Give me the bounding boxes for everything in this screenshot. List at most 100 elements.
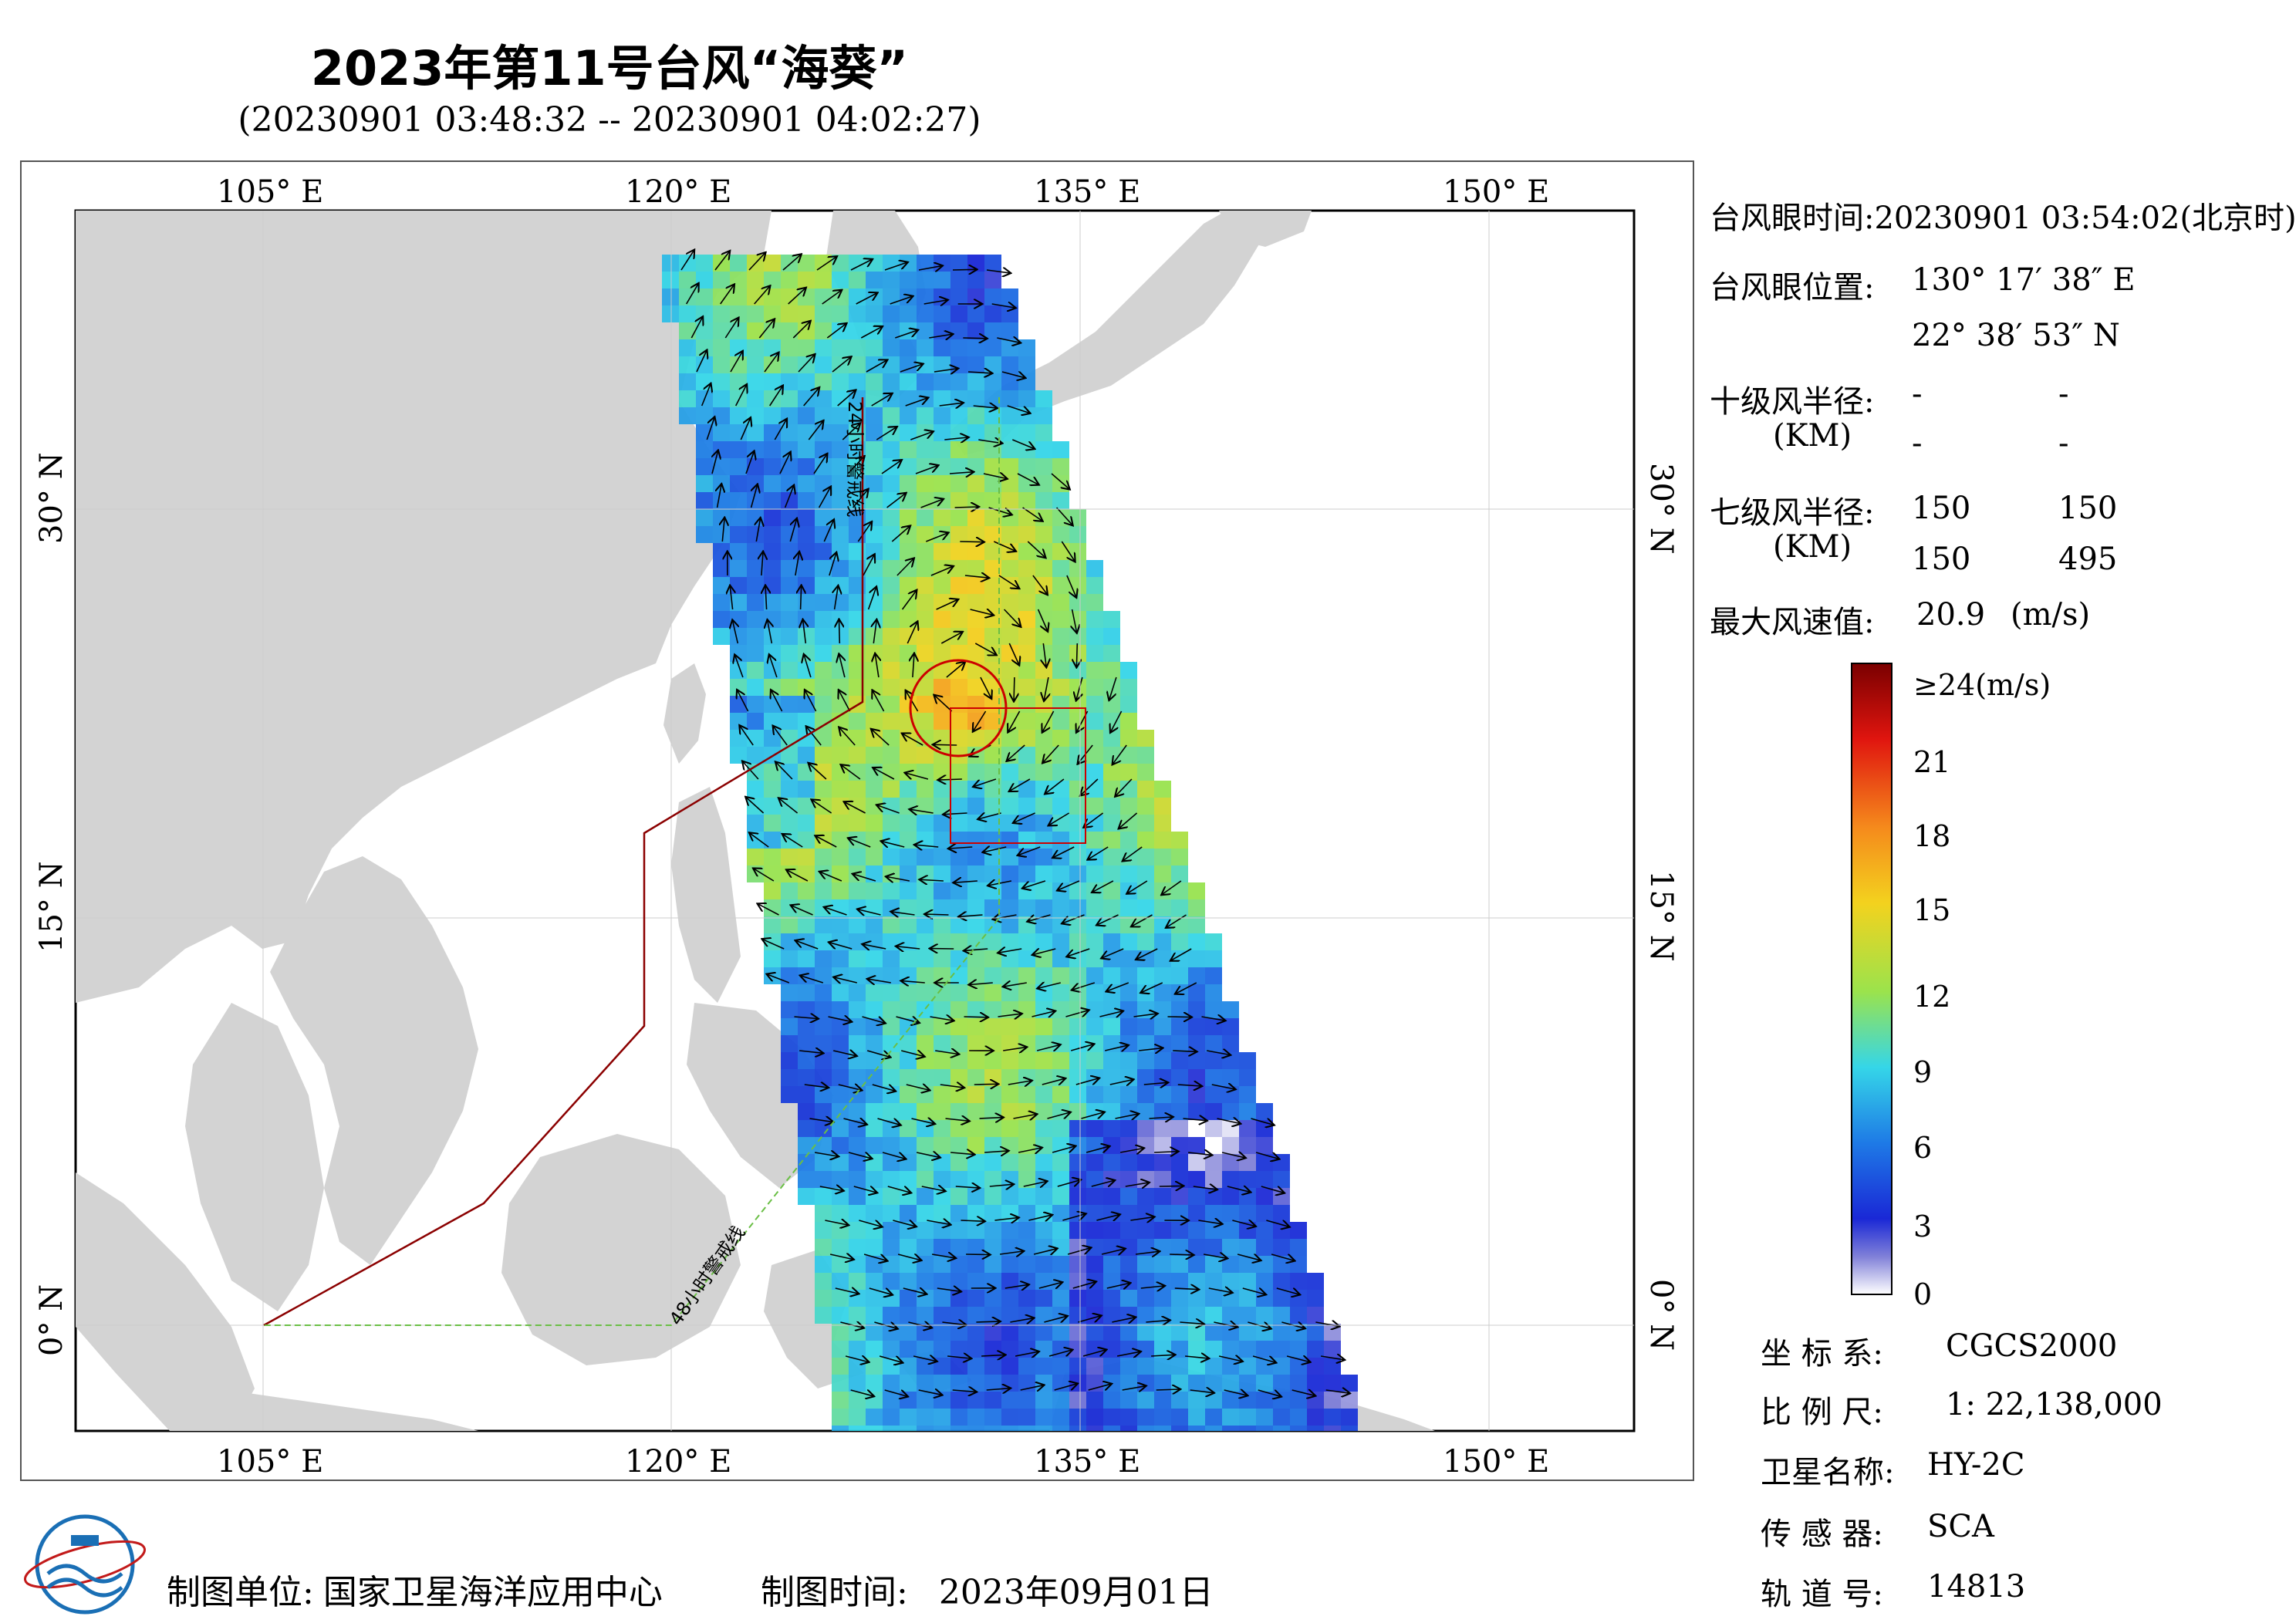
- wind-arrow: [1119, 812, 1138, 828]
- wind-arrow: [804, 1085, 828, 1088]
- wind-arrow: [1065, 1011, 1089, 1017]
- wind-arrow: [842, 765, 861, 780]
- eye-latitude: 22° 38′ 53″ N: [1912, 318, 2120, 353]
- wind-arrow: [788, 288, 805, 305]
- wind-arrow: [863, 555, 874, 576]
- wind-arrow: [1255, 1152, 1278, 1159]
- colorbar-label-24: ≥24(m/s): [1913, 668, 2051, 702]
- wind-arrow: [857, 522, 871, 542]
- wind-arrow: [1097, 914, 1119, 925]
- wind-arrow: [940, 1085, 964, 1088]
- wind-arrow: [1258, 1389, 1281, 1396]
- eye-time-label: 台风眼时间:: [1710, 201, 1875, 236]
- wind-arrow: [1208, 1288, 1231, 1293]
- wind-arrow: [1010, 1318, 1033, 1322]
- wind-arrow: [882, 842, 905, 847]
- wind-arrow: [974, 710, 987, 731]
- scale-label: 比 例 尺:: [1761, 1395, 1883, 1430]
- wind-arrow: [1008, 643, 1018, 664]
- wind-arrow: [1286, 1356, 1309, 1362]
- max-wind-unit: (m/s): [2011, 597, 2091, 633]
- wind-arrow: [964, 575, 988, 578]
- wind-arrow: [1139, 1048, 1162, 1051]
- footer-time-label: 制图时间:: [761, 1573, 908, 1612]
- wind-arrow: [974, 643, 995, 655]
- wind-arrow: [884, 1389, 907, 1396]
- max-wind-label: 最大风速值:: [1710, 605, 1875, 640]
- wind-arrow: [845, 802, 866, 814]
- wind-arrow: [947, 1356, 971, 1358]
- wind-arrow: [754, 869, 775, 882]
- crs-label: 坐 标 系:: [1761, 1336, 1883, 1372]
- wind-arrow: [920, 499, 943, 508]
- wind-arrow: [901, 591, 917, 610]
- wind-arrow: [900, 364, 922, 373]
- wind-arrow: [1023, 1182, 1046, 1186]
- wind-arrow: [921, 1186, 944, 1191]
- wind-arrow: [1081, 778, 1099, 795]
- wind-arrow: [935, 696, 953, 712]
- warning-line-24h: [263, 397, 864, 1327]
- wind-arrow: [1032, 1011, 1055, 1017]
- wind-arrow: [1227, 1186, 1250, 1192]
- wind-arrow: [746, 798, 765, 814]
- wind-arrow: [863, 1254, 886, 1260]
- r7-value-1: 150: [1912, 491, 1971, 526]
- wind-arrow: [835, 1288, 858, 1294]
- footer-unit-label: 制图单位:: [167, 1573, 314, 1612]
- wind-arrow: [903, 1288, 926, 1294]
- wind-arrow: [847, 457, 864, 474]
- eye-time-row: 台风眼时间:20230901 03:54:02(北京时): [1710, 193, 2296, 238]
- wind-arrow: [905, 398, 927, 407]
- wind-arrow: [954, 881, 977, 882]
- wind-arrow: [1132, 914, 1153, 926]
- sumatra: [76, 1173, 255, 1431]
- wind-arrow: [983, 474, 1006, 478]
- eye-position-row: 台风眼位置:: [1710, 262, 1874, 307]
- wind-arrow: [1004, 1284, 1028, 1288]
- wind-arrow: [999, 949, 1022, 953]
- wind-arrow: [1156, 1389, 1180, 1390]
- wind-arrow: [955, 1186, 979, 1188]
- wind-arrow: [1051, 473, 1069, 489]
- r7-value-3: 150: [1912, 542, 1971, 577]
- wind-arrow: [984, 1151, 1008, 1152]
- top-tick-120: 120° E: [625, 174, 731, 210]
- wind-arrow: [952, 269, 976, 270]
- wind-arrow: [886, 494, 906, 508]
- wind-arrow: [804, 655, 812, 678]
- wind-arrow: [1221, 1152, 1244, 1158]
- wind-arrow: [768, 974, 790, 984]
- wind-arrow: [856, 293, 877, 305]
- wind-arrow: [743, 762, 759, 780]
- wind-arrow: [950, 1152, 974, 1155]
- wind-arrow: [1201, 1017, 1225, 1021]
- wind-arrow: [1130, 1217, 1153, 1220]
- wind-arrow: [750, 833, 769, 848]
- wind-arrow: [1014, 677, 1015, 700]
- wind-arrow: [1183, 1119, 1207, 1121]
- wind-arrow: [1151, 1355, 1174, 1356]
- wind-arrow: [814, 1152, 838, 1156]
- wind-arrow: [826, 324, 846, 339]
- wind-arrow: [991, 304, 1015, 308]
- map-title: 2023年第11号台风“海葵”: [310, 40, 909, 96]
- wind-arrow: [1109, 1080, 1133, 1085]
- wind-arrow: [939, 403, 963, 406]
- wind-arrow: [768, 621, 772, 644]
- wind-arrow: [1023, 880, 1046, 888]
- wind-arrow: [994, 915, 1017, 919]
- footer-time-value: 2023年09月01日: [938, 1573, 1214, 1612]
- wind-arrow: [828, 1017, 851, 1021]
- wind-arrow: [845, 1356, 868, 1362]
- wind-arrow: [1017, 473, 1038, 484]
- wind-arrow: [936, 600, 957, 610]
- wind-arrow: [867, 588, 876, 610]
- hainan-indochina: [270, 856, 478, 1265]
- wind-arrow: [1266, 1220, 1288, 1227]
- wind-arrow: [1042, 1078, 1065, 1085]
- wind-arrow: [1119, 1149, 1143, 1152]
- java: [193, 1388, 478, 1431]
- wind-arrow: [970, 609, 993, 615]
- axis-ticks: 105° E 120° E 135° E 150° E 105° E 120° …: [34, 174, 1679, 1480]
